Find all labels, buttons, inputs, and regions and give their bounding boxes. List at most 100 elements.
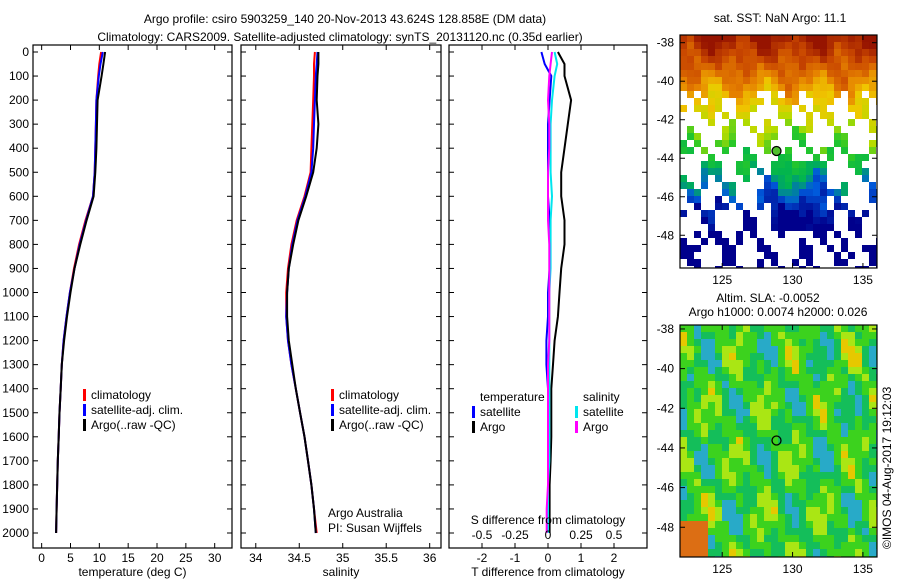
- map-cell: [680, 332, 687, 339]
- map-cells: [680, 35, 877, 268]
- map-cell: [708, 84, 715, 91]
- map-cell: [827, 409, 834, 416]
- map-cell: [729, 339, 736, 346]
- map-cell: [792, 98, 799, 105]
- map-cell: [778, 112, 785, 119]
- map-cell: [820, 528, 827, 535]
- map-cell: [701, 161, 708, 168]
- map-cell: [715, 84, 722, 91]
- map-cell: [834, 465, 841, 472]
- map-cell: [792, 395, 799, 402]
- map-cell: [792, 49, 799, 56]
- map-cell: [715, 332, 722, 339]
- map-cell: [813, 56, 820, 63]
- map-cell: [827, 332, 834, 339]
- map-cell: [806, 423, 813, 430]
- map-cell: [799, 521, 806, 528]
- map-cell: [834, 140, 841, 147]
- map-cell: [799, 535, 806, 542]
- map-cell: [722, 252, 729, 259]
- map-cell: [743, 507, 750, 514]
- map-cell: [862, 500, 869, 507]
- map-cell: [827, 437, 834, 444]
- map-cell: [680, 465, 687, 472]
- map-cell: [757, 528, 764, 535]
- x-tick-label: 125: [712, 562, 732, 576]
- map-cell: [680, 42, 687, 49]
- map-cell: [862, 346, 869, 353]
- map-cell: [708, 381, 715, 388]
- map-cell: [771, 126, 778, 133]
- map-cell: [729, 140, 736, 147]
- legend-swatch: [472, 421, 475, 433]
- map-cell: [715, 458, 722, 465]
- map-cell: [736, 49, 743, 56]
- map-cell: [827, 91, 834, 98]
- map-cell: [785, 542, 792, 549]
- map-cell: [694, 402, 701, 409]
- map-cell: [771, 353, 778, 360]
- map-cell: [757, 388, 764, 395]
- map-cell: [736, 500, 743, 507]
- map-cell: [694, 203, 701, 210]
- map-cell: [750, 493, 757, 500]
- map-cell: [799, 465, 806, 472]
- map-cell: [827, 528, 834, 535]
- map-cell: [799, 395, 806, 402]
- map-cell: [820, 374, 827, 381]
- map-cell: [701, 402, 708, 409]
- secondary-x-tick-label: 0.5: [606, 528, 623, 542]
- map-cell: [750, 161, 757, 168]
- map-cell: [813, 325, 820, 332]
- map-cell: [708, 374, 715, 381]
- map-cell: [848, 224, 855, 231]
- map-cell: [764, 542, 771, 549]
- map-cell: [722, 84, 729, 91]
- map-cell: [757, 521, 764, 528]
- map-cell: [799, 210, 806, 217]
- legend-group-title: temperature: [480, 390, 545, 404]
- map-cell: [708, 360, 715, 367]
- map-cell: [834, 84, 841, 91]
- map-cell: [813, 381, 820, 388]
- map-cell: [862, 542, 869, 549]
- map-cell: [750, 105, 757, 112]
- map-cell: [834, 458, 841, 465]
- map-cell: [785, 423, 792, 430]
- map-cell: [722, 367, 729, 374]
- map-cell: [771, 535, 778, 542]
- map-cell: [862, 154, 869, 161]
- map-cell: [680, 374, 687, 381]
- map-cell: [813, 374, 820, 381]
- map-cell: [799, 528, 806, 535]
- map-title: sat. SST: NaN Argo: 11.1: [714, 11, 847, 25]
- map-cell: [799, 479, 806, 486]
- map-cell: [855, 521, 862, 528]
- map-cell: [680, 472, 687, 479]
- map-cell: [778, 35, 785, 42]
- map-cell: [799, 472, 806, 479]
- map-cell: [834, 472, 841, 479]
- map-cell: [799, 63, 806, 70]
- map-cell: [869, 423, 876, 430]
- map-cell: [785, 451, 792, 458]
- map-cell: [792, 493, 799, 500]
- map-cell: [855, 479, 862, 486]
- secondary-x-tick-label: 0.25: [569, 528, 593, 542]
- map-cell: [757, 402, 764, 409]
- map-cell: [771, 332, 778, 339]
- map-cell: [806, 77, 813, 84]
- map-cell: [764, 346, 771, 353]
- map-cell: [771, 451, 778, 458]
- map-cell: [834, 70, 841, 77]
- map-cell: [806, 325, 813, 332]
- map-cell: [834, 325, 841, 332]
- argo-location-marker: [771, 145, 782, 157]
- map-cell: [834, 521, 841, 528]
- map-cell: [750, 486, 757, 493]
- map-cell: [701, 535, 708, 542]
- map-cell: [827, 154, 834, 161]
- map-title: Altim. SLA: -0.0052: [716, 291, 820, 305]
- map-cell: [729, 423, 736, 430]
- map-cell: [757, 542, 764, 549]
